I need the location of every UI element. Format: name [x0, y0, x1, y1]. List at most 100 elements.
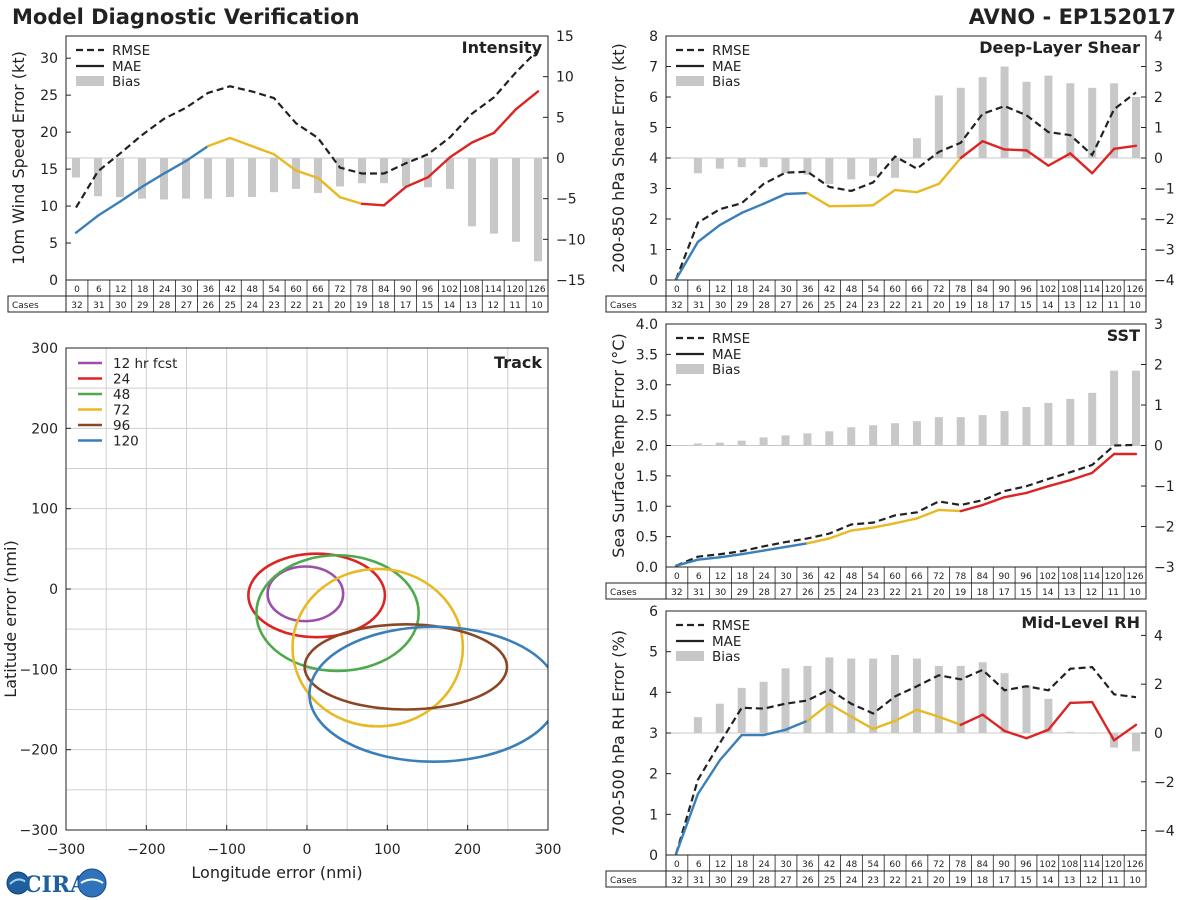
case-cell: 29: [137, 301, 149, 311]
y-tick-label: 0: [649, 273, 658, 289]
y-tick-label: 0: [649, 848, 658, 864]
y-tick-label: 1.0: [636, 499, 658, 515]
case-cell: 32: [671, 301, 682, 311]
cases-label: Cases: [12, 301, 39, 311]
bias-bar: [737, 687, 746, 733]
mae-segment: [1025, 149, 1050, 167]
y2-tick-label: 4: [1154, 29, 1163, 45]
legend-bias-swatch: [676, 76, 704, 86]
case-cell: 23: [868, 301, 879, 311]
case-cell: 17: [998, 301, 1009, 311]
legend-rmse-label: RMSE: [712, 43, 750, 59]
y-tick-label: 300: [31, 341, 58, 357]
y2-tick-label: 2: [1154, 677, 1163, 693]
y-axis-label: Latitude error (nmi): [1, 540, 20, 697]
hour-cell: 78: [955, 285, 967, 295]
case-cell: 10: [1129, 301, 1141, 311]
case-cell: 19: [955, 301, 967, 311]
hour-cell: 120: [1105, 572, 1122, 582]
bias-bar: [1066, 83, 1075, 158]
y2-tick-label: −2: [1154, 212, 1175, 228]
cases-row: [605, 582, 1147, 600]
hour-cell: 126: [1126, 285, 1143, 295]
chart-title: SST: [1107, 326, 1140, 345]
hour-cell: 102: [1039, 285, 1056, 295]
y-tick-label: 3.0: [636, 378, 658, 394]
bias-bar: [1022, 81, 1031, 158]
chart-title: Track: [494, 353, 542, 372]
legend-bias-label: Bias: [712, 74, 740, 90]
case-cell: 11: [509, 301, 520, 311]
mae-segment: [981, 140, 1006, 151]
bias-bar: [978, 415, 987, 446]
mae-segment: [937, 156, 962, 186]
mae-segment: [718, 553, 743, 559]
bias-bar: [468, 158, 476, 227]
mae-segment: [1112, 723, 1138, 742]
case-cell: 17: [400, 301, 411, 311]
logo-globe-right-icon: [77, 868, 107, 898]
hour-cell: 36: [802, 860, 814, 870]
hour-cell: 108: [1061, 860, 1078, 870]
bias-bar: [1132, 370, 1140, 446]
case-cell: 27: [780, 876, 791, 886]
logo-swoosh-icon: [9, 878, 27, 885]
y2-tick-label: −15: [556, 273, 586, 289]
mae-segment: [806, 537, 831, 545]
legend-bias-swatch: [676, 364, 704, 374]
mae-segment: [250, 144, 276, 156]
bias-bar: [138, 158, 146, 199]
y-tick-label: 6: [649, 604, 658, 620]
logo-globe-left-icon: [6, 871, 30, 895]
cases-label: Cases: [610, 876, 637, 886]
hour-cell: 42: [824, 572, 835, 582]
hour-cell: 36: [203, 285, 215, 295]
hour-cell: 96: [1020, 860, 1032, 870]
bias-bar: [737, 440, 746, 446]
legend-bias-swatch: [76, 76, 104, 86]
hour-cell: 6: [696, 860, 702, 870]
y2-tick-label: 0: [1154, 726, 1163, 742]
case-cell: 26: [802, 588, 814, 598]
case-cell: 15: [422, 301, 433, 311]
hour-cell: 90: [998, 285, 1010, 295]
mae-segment: [718, 733, 743, 762]
case-cell: 26: [802, 876, 814, 886]
x-tick-label: 100: [374, 842, 401, 858]
mae-segment: [1069, 471, 1094, 482]
bias-bar: [891, 423, 900, 446]
mae-segment: [1003, 148, 1028, 152]
hour-cell: 48: [247, 285, 259, 295]
hour-cell: 42: [824, 285, 835, 295]
case-cell: 23: [268, 301, 279, 311]
mae-segment: [1069, 152, 1094, 175]
mae-segment: [1047, 701, 1072, 731]
y-tick-label: 100: [31, 502, 58, 518]
y-tick-label: 0.5: [636, 530, 658, 546]
bias-bar: [182, 158, 190, 199]
bias-bar: [314, 158, 322, 193]
mae-segment: [850, 526, 875, 532]
bias-bar: [934, 665, 943, 733]
mae-segment: [272, 153, 298, 172]
y2-tick-label: 1: [1154, 398, 1163, 414]
bias-bar: [956, 665, 965, 733]
hour-cell: 126: [1126, 572, 1143, 582]
bias-bar: [825, 158, 834, 184]
case-cell: 22: [889, 301, 900, 311]
case-cell: 25: [824, 876, 835, 886]
cira-logo: CIRA: [6, 868, 107, 898]
hour-cell: 54: [268, 285, 280, 295]
mae-segment: [426, 156, 452, 179]
y-tick-label: 25: [40, 88, 58, 104]
y2-tick-label: 3: [1154, 317, 1163, 333]
mae-segment: [937, 715, 962, 727]
hour-cell: 48: [846, 572, 858, 582]
hour-cell: 108: [463, 285, 480, 295]
case-cell: 13: [1064, 876, 1075, 886]
y2-tick-label: −4: [1154, 824, 1175, 840]
mae-segment: [806, 191, 831, 208]
bias-bar: [693, 158, 702, 174]
mae-segment: [674, 240, 700, 281]
